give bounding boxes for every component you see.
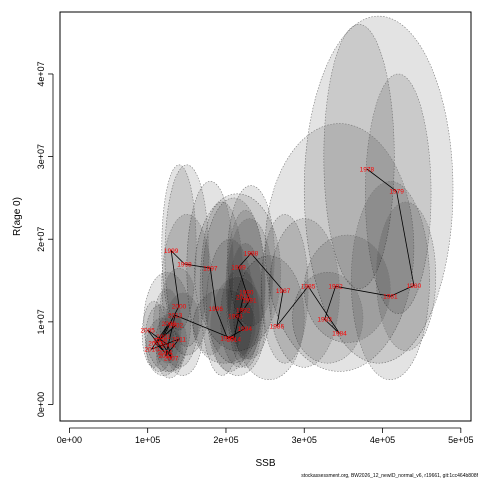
ellipse-1 <box>323 24 395 290</box>
year-label-1998: 1998 <box>177 261 192 268</box>
year-label-1987: 1987 <box>276 288 291 295</box>
x-tick-label-5: 5e+05 <box>448 435 473 445</box>
x-tick-label-2: 2e+05 <box>213 435 238 445</box>
year-label-1997: 1997 <box>203 265 218 272</box>
year-label-1978: 1978 <box>360 166 375 173</box>
year-label-1979: 1979 <box>389 189 404 196</box>
ellipse-8 <box>268 218 340 368</box>
footer-note: stockassessment.org, BW2026_12_newID_nor… <box>301 473 478 479</box>
y-tick-label-1: 1e+07 <box>36 309 46 334</box>
year-label-1989: 1989 <box>231 265 246 272</box>
year-label-1990: 1990 <box>239 289 254 296</box>
ellipse-27 <box>155 313 188 372</box>
year-label-1992: 1992 <box>236 308 251 315</box>
year-label-2015: 2015 <box>236 294 251 301</box>
year-label-1982: 1982 <box>328 284 343 291</box>
year-label-2005: 2005 <box>140 327 155 334</box>
ellipse-18 <box>192 288 257 364</box>
year-label-2009: 2009 <box>162 321 177 328</box>
x-axis-title: SSB <box>255 458 275 469</box>
x-tick-label-1: 1e+05 <box>135 435 160 445</box>
year-label-1994: 1994 <box>238 326 253 333</box>
ellipse-17 <box>220 267 260 368</box>
year-label-2013: 2013 <box>168 313 183 320</box>
ellipse-2 <box>365 73 432 314</box>
ellipse-10 <box>260 214 309 364</box>
year-label-2000: 2000 <box>172 303 187 310</box>
year-label-2007: 2007 <box>164 356 179 363</box>
year-label-2012: 2012 <box>158 353 173 360</box>
ellipse-34 <box>225 218 274 360</box>
year-label-2003: 2003 <box>148 341 163 348</box>
year-label-2014: 2014 <box>227 337 242 344</box>
year-label-2008: 2008 <box>153 337 168 344</box>
year-label-2002: 2002 <box>169 322 184 329</box>
ellipse-32 <box>163 292 203 376</box>
trajectory-polyline <box>147 168 415 359</box>
year-label-1983: 1983 <box>317 317 332 324</box>
year-label-1988: 1988 <box>244 251 259 258</box>
ellipse-33 <box>210 276 266 376</box>
year-label-1993: 1993 <box>228 313 243 320</box>
year-label-1980: 1980 <box>407 283 422 290</box>
year-label-1981: 1981 <box>383 294 398 301</box>
x-tick-label-0: 0e+00 <box>57 435 82 445</box>
ellipse-7 <box>292 271 364 364</box>
ellipse-16 <box>228 243 264 360</box>
year-label-2010: 2010 <box>144 346 159 353</box>
y-tick-label-3: 3e+07 <box>36 144 46 169</box>
year-label-1995: 1995 <box>220 336 235 343</box>
year-label-1996: 1996 <box>209 306 224 313</box>
year-label-2011: 2011 <box>172 337 186 344</box>
year-label-2006: 2006 <box>161 342 176 349</box>
year-label-1991: 1991 <box>242 298 257 305</box>
confidence-ellipses <box>141 15 454 380</box>
ellipse-3 <box>264 123 415 372</box>
plot-area <box>59 11 472 422</box>
x-axis: 0e+00 1e+05 2e+05 3e+05 4e+05 5e+05 <box>57 427 473 445</box>
year-label-1984: 1984 <box>332 331 347 338</box>
year-label-1986: 1986 <box>270 323 285 330</box>
y-tick-label-2: 2e+07 <box>36 227 46 252</box>
x-tick-label-4: 4e+05 <box>370 435 395 445</box>
ellipse-5 <box>375 201 437 352</box>
ellipse-4 <box>350 181 430 380</box>
ellipse-22 <box>161 164 197 331</box>
y-tick-label-4: 4e+07 <box>36 61 46 86</box>
year-label-1985: 1985 <box>301 284 316 291</box>
y-axis-title: R(age 0) <box>12 197 23 236</box>
trajectory-line <box>147 168 415 359</box>
year-label-2004: 2004 <box>158 350 173 357</box>
x-tick-label-3: 3e+05 <box>292 435 317 445</box>
ellipse-15 <box>206 238 254 372</box>
ellipse-0 <box>303 15 454 364</box>
y-axis: 0e+00 1e+07 2e+07 3e+07 4e+07 <box>36 61 54 417</box>
year-label-2001: 2001 <box>156 334 171 341</box>
y-tick-label-0: 0e+00 <box>36 392 46 417</box>
year-label-1999: 1999 <box>164 248 179 255</box>
